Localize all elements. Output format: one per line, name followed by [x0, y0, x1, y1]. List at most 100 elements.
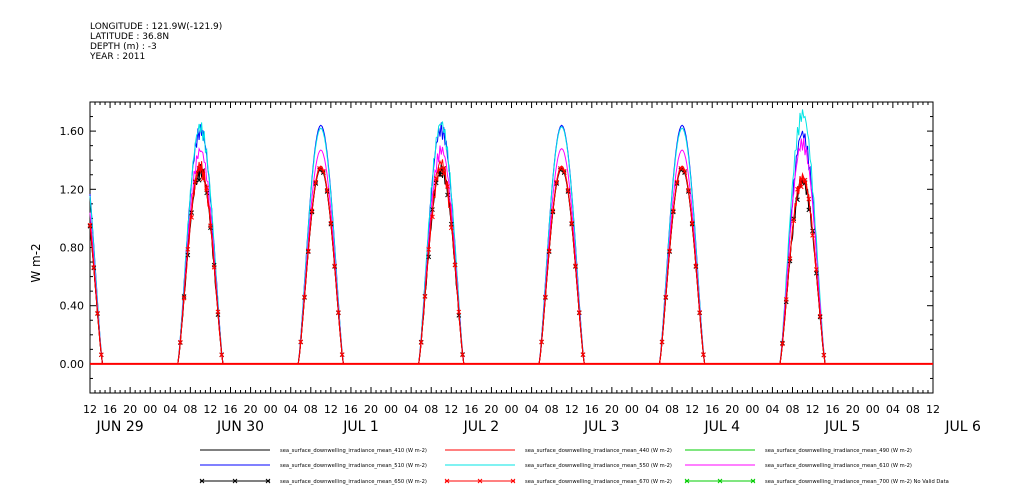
series-marker: [200, 176, 206, 182]
x-tick-label: 08: [183, 403, 197, 416]
y-tick-label: 0.80: [60, 242, 85, 255]
series-marker: [426, 254, 432, 260]
metadata-block: LONGITUDE : 121.9W(-121.9) LATITUDE : 36…: [90, 22, 222, 62]
series-marker: [305, 248, 311, 254]
x-tick-label: 04: [525, 403, 539, 416]
series-marker: [780, 341, 785, 347]
series-marker: [787, 256, 793, 261]
series-marker: [437, 167, 443, 173]
legend-marker: [444, 478, 450, 484]
day-label: JUL 2: [463, 419, 500, 435]
x-tick-label: 12: [83, 403, 97, 416]
series-marker: [320, 168, 326, 174]
x-tick-label: 04: [765, 403, 779, 416]
series-marker: [693, 263, 699, 269]
x-tick-label: 16: [705, 403, 719, 416]
series-marker: [689, 220, 695, 226]
series-line: [89, 137, 933, 365]
x-tick-label: 20: [846, 403, 860, 416]
legend-label: sea_surface_downwelling_irradiance_mean_…: [280, 448, 427, 454]
series-marker: [546, 248, 552, 254]
x-tick-label: 20: [123, 403, 137, 416]
x-tick-label: 16: [224, 403, 238, 416]
x-tick-label: 08: [545, 403, 559, 416]
day-label: JUN 29: [96, 419, 144, 435]
series-line: [89, 122, 933, 365]
legend-label: sea_surface_downwelling_irradiance_mean_…: [765, 479, 949, 485]
x-tick-label: 08: [665, 403, 679, 416]
axis-ticks: [89, 101, 934, 394]
series-marker: [682, 168, 687, 174]
series-marker: [193, 179, 198, 184]
series-lines: [87, 109, 933, 365]
series-marker: [539, 339, 544, 345]
y-tick-label: 0.00: [60, 358, 85, 371]
series-marker: [189, 215, 194, 220]
series-marker: [783, 297, 789, 302]
legend-label: sea_surface_downwelling_irradiance_mean_…: [525, 463, 672, 469]
series-marker: [817, 313, 823, 319]
series-marker: [798, 184, 804, 190]
legend-label: sea_surface_downwelling_irradiance_mean_…: [280, 479, 427, 485]
x-tick-label: 16: [464, 403, 478, 416]
day-label: JUL 3: [583, 419, 620, 435]
x-tick-label: 04: [404, 403, 418, 416]
x-tick-label: 04: [163, 403, 177, 416]
series-marker: [806, 196, 812, 202]
x-tick-label: 20: [725, 403, 739, 416]
series-marker: [802, 177, 808, 183]
x-tick-label: 20: [364, 403, 378, 416]
series-marker: [430, 214, 435, 220]
day-labels: JUN 29 JUN 30 JUL 1 JUL 2 JUL 3 JUL 4 JUL 5 JUL…: [96, 419, 981, 435]
series-marker: [445, 184, 450, 189]
series-marker: [460, 352, 465, 358]
legend: sea_surface_downwelling_irradiance_mean_…: [199, 448, 949, 485]
series-marker: [219, 352, 225, 358]
series-marker: [215, 309, 221, 315]
legend-marker: [684, 478, 690, 484]
x-tick-label: 12: [806, 403, 820, 416]
series-marker: [580, 352, 586, 357]
x-tick-label: 12: [444, 403, 458, 416]
x-tick-label: 08: [786, 403, 800, 416]
x-tick-label: 08: [304, 403, 318, 416]
legend-marker: [750, 478, 756, 484]
series-marker: [196, 177, 202, 183]
legend-marker: [510, 478, 516, 484]
legend-marker: [232, 478, 238, 484]
series-marker: [328, 220, 334, 226]
series-marker: [576, 310, 582, 315]
series-marker: [98, 352, 104, 358]
legend-marker: [199, 478, 205, 484]
series-marker: [339, 352, 345, 357]
series-marker: [821, 352, 827, 358]
x-tick-label: 00: [384, 403, 398, 416]
series-marker: [813, 267, 819, 272]
day-label: JUL 6: [944, 419, 981, 435]
series-marker: [678, 166, 684, 171]
x-tick-label: 04: [886, 403, 900, 416]
x-tick-label: 12: [685, 403, 699, 416]
y-axis-label: W m-2: [29, 243, 43, 282]
series-marker: [87, 222, 93, 228]
y-tick-labels: 0.00 0.40 0.80 1.20 1.60: [60, 125, 85, 371]
series-marker: [91, 264, 97, 270]
series-marker: [302, 294, 307, 300]
legend-label: sea_surface_downwelling_irradiance_mean_…: [765, 448, 912, 454]
series-marker: [452, 262, 458, 268]
series-marker: [697, 310, 703, 315]
series-line: [89, 166, 933, 365]
series-marker: [204, 185, 210, 191]
x-tick-label: 08: [906, 403, 920, 416]
series-marker: [543, 294, 548, 300]
legend-label: sea_surface_downwelling_irradiance_mean_…: [525, 479, 672, 485]
x-tick-label: 00: [505, 403, 519, 416]
legend-label: sea_surface_downwelling_irradiance_mean_…: [765, 463, 912, 469]
x-tick-label: 12: [565, 403, 579, 416]
series-marker: [554, 179, 560, 185]
x-tick-label: 20: [244, 403, 258, 416]
legend-marker: [717, 478, 723, 484]
series-marker: [674, 179, 680, 185]
x-tick-label: 16: [826, 403, 840, 416]
day-label: JUL 5: [824, 419, 861, 435]
